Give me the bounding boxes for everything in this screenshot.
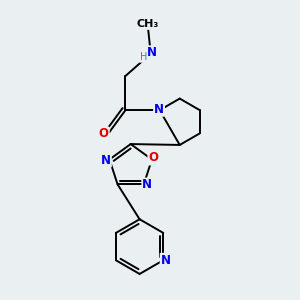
Text: N: N xyxy=(154,103,164,116)
Text: O: O xyxy=(99,128,109,140)
Text: N: N xyxy=(147,46,157,59)
Text: H: H xyxy=(140,52,147,62)
Text: N: N xyxy=(101,154,111,166)
Text: N: N xyxy=(161,254,171,267)
Text: O: O xyxy=(148,152,158,164)
Text: N: N xyxy=(142,178,152,191)
Text: CH₃: CH₃ xyxy=(136,19,159,29)
